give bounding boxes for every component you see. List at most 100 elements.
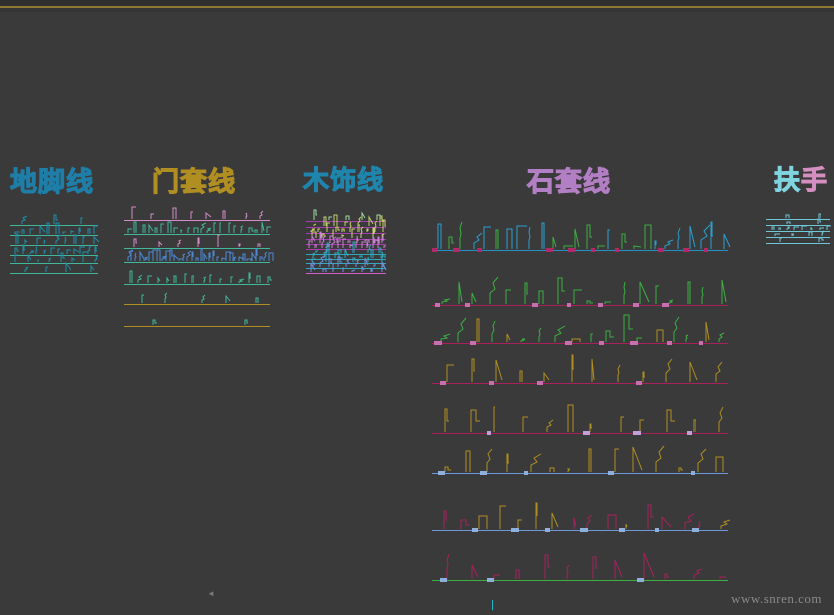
moulding-profile[interactable] xyxy=(349,221,352,233)
moulding-profile[interactable] xyxy=(133,238,138,248)
moulding-profile[interactable] xyxy=(357,224,360,233)
moulding-profile[interactable] xyxy=(478,515,489,530)
moulding-profile[interactable] xyxy=(719,575,727,580)
moulding-profile[interactable] xyxy=(673,316,680,343)
moulding-profile[interactable] xyxy=(337,256,343,268)
moulding-profile[interactable] xyxy=(203,276,207,284)
moulding-profile[interactable] xyxy=(591,357,595,383)
moulding-profile[interactable] xyxy=(317,228,321,233)
moulding-profile[interactable] xyxy=(24,238,28,245)
moulding-profile[interactable] xyxy=(93,225,99,235)
moulding-profile[interactable] xyxy=(440,333,451,343)
moulding-profile[interactable] xyxy=(212,250,215,262)
moulding-profile[interactable] xyxy=(355,241,358,249)
moulding-profile[interactable] xyxy=(444,408,450,433)
moulding-profile[interactable] xyxy=(520,338,526,343)
moulding-profile[interactable] xyxy=(710,221,714,250)
moulding-profile[interactable] xyxy=(14,247,20,255)
moulding-profile[interactable] xyxy=(177,239,182,248)
moulding-profile[interactable] xyxy=(538,327,542,343)
moulding-profile[interactable] xyxy=(791,233,795,237)
moulding-profile[interactable] xyxy=(184,273,188,284)
moulding-profile[interactable] xyxy=(322,268,328,273)
moulding-profile[interactable] xyxy=(326,222,331,233)
moulding-profile[interactable] xyxy=(372,237,376,249)
moulding-profile[interactable] xyxy=(311,234,316,244)
moulding-profile[interactable] xyxy=(506,228,514,250)
profile-row[interactable] xyxy=(10,244,98,256)
moulding-profile[interactable] xyxy=(334,252,341,259)
moulding-profile[interactable] xyxy=(723,232,731,250)
moulding-profile[interactable] xyxy=(361,241,365,249)
moulding-profile[interactable] xyxy=(133,221,138,234)
moulding-profile[interactable] xyxy=(693,568,703,580)
profile-row[interactable] xyxy=(124,270,272,285)
moulding-profile[interactable] xyxy=(664,573,670,580)
moulding-profile[interactable] xyxy=(336,237,342,244)
moulding-profile[interactable] xyxy=(267,276,273,284)
moulding-profile[interactable] xyxy=(597,245,606,250)
moulding-profile[interactable] xyxy=(182,253,186,262)
drawing-group-wood-trim[interactable] xyxy=(306,209,388,274)
profile-row[interactable] xyxy=(306,255,386,269)
moulding-profile[interactable] xyxy=(62,230,67,235)
moulding-profile[interactable] xyxy=(655,445,665,473)
profile-row[interactable] xyxy=(766,213,830,220)
moulding-profile[interactable] xyxy=(700,224,711,250)
moulding-profile[interactable] xyxy=(589,423,593,433)
moulding-profile[interactable] xyxy=(664,239,674,250)
moulding-profile[interactable] xyxy=(14,254,19,263)
profile-row[interactable] xyxy=(124,221,271,235)
profile-row[interactable] xyxy=(432,276,728,307)
moulding-profile[interactable] xyxy=(141,294,145,304)
moulding-profile[interactable] xyxy=(364,256,369,268)
moulding-profile[interactable] xyxy=(465,450,472,473)
moulding-profile[interactable] xyxy=(538,290,545,305)
profile-row[interactable] xyxy=(306,241,386,255)
moulding-profile[interactable] xyxy=(311,258,317,263)
moulding-profile[interactable] xyxy=(66,249,72,255)
moulding-profile[interactable] xyxy=(668,299,674,305)
moulding-profile[interactable] xyxy=(684,513,695,530)
moulding-profile[interactable] xyxy=(372,227,376,239)
moulding-profile[interactable] xyxy=(154,227,159,234)
moulding-profile[interactable] xyxy=(370,249,375,259)
moulding-profile[interactable] xyxy=(180,228,183,234)
moulding-profile[interactable] xyxy=(643,551,655,580)
moulding-profile[interactable] xyxy=(352,241,355,254)
moulding-profile[interactable] xyxy=(499,505,507,530)
profile-row[interactable] xyxy=(306,235,386,250)
moulding-profile[interactable] xyxy=(321,235,326,249)
moulding-profile[interactable] xyxy=(345,258,351,268)
moulding-profile[interactable] xyxy=(493,574,501,580)
profile-row[interactable] xyxy=(124,234,270,249)
moulding-profile[interactable] xyxy=(778,227,781,231)
moulding-profile[interactable] xyxy=(623,314,634,343)
moulding-profile[interactable] xyxy=(678,467,684,473)
moulding-profile[interactable] xyxy=(167,221,173,234)
moulding-profile[interactable] xyxy=(173,275,178,284)
moulding-profile[interactable] xyxy=(614,558,623,580)
moulding-profile[interactable] xyxy=(573,516,577,530)
moulding-profile[interactable] xyxy=(530,453,542,473)
moulding-profile[interactable] xyxy=(573,289,583,305)
moulding-profile[interactable] xyxy=(310,262,316,273)
moulding-profile[interactable] xyxy=(381,251,384,263)
moulding-profile[interactable] xyxy=(607,229,611,250)
moulding-profile[interactable] xyxy=(268,252,275,262)
moulding-profile[interactable] xyxy=(351,228,356,239)
profile-row[interactable] xyxy=(432,314,728,345)
profile-row[interactable] xyxy=(306,248,386,260)
moulding-profile[interactable] xyxy=(697,448,707,473)
profile-row[interactable] xyxy=(306,219,386,234)
moulding-profile[interactable] xyxy=(142,224,147,234)
moulding-profile[interactable] xyxy=(251,251,257,262)
moulding-profile[interactable] xyxy=(718,332,725,343)
moulding-profile[interactable] xyxy=(173,227,179,234)
moulding-profile[interactable] xyxy=(201,294,206,304)
moulding-profile[interactable] xyxy=(381,260,387,273)
moulding-profile[interactable] xyxy=(225,251,232,262)
moulding-profile[interactable] xyxy=(337,249,343,254)
moulding-profile[interactable] xyxy=(310,228,316,233)
moulding-profile[interactable] xyxy=(771,226,776,231)
